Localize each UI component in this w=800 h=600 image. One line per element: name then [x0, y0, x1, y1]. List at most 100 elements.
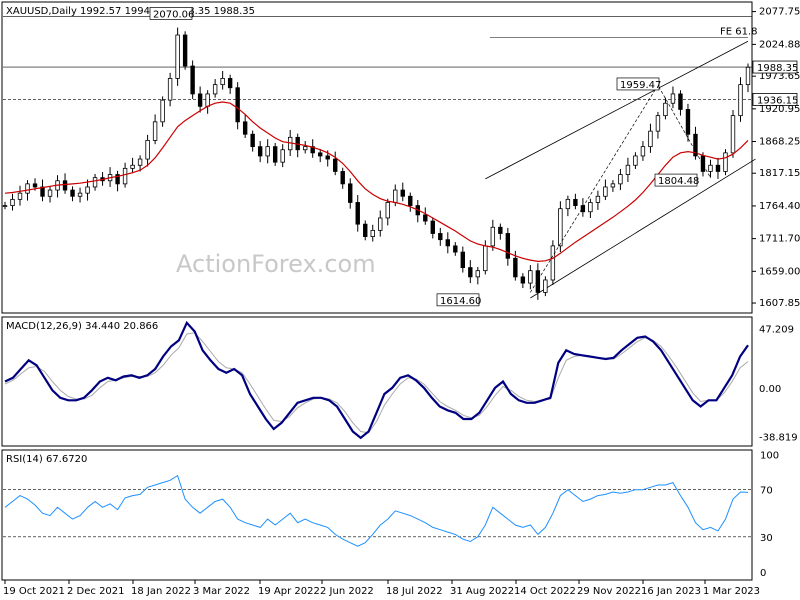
date-label-3: 3 Mar 2022: [193, 586, 250, 597]
price-tick-label-1920.95: 1920.95: [759, 104, 800, 115]
candle-52-body: [393, 189, 398, 203]
candle-12-body: [92, 177, 98, 188]
candle-85-body: [640, 146, 646, 157]
rsi-tick-label-1: 70: [760, 486, 773, 497]
candle-67-body: [505, 233, 511, 259]
date-label-7: 31 Aug 2022: [450, 586, 514, 597]
candle-84-body: [633, 155, 638, 166]
candle-51-body: [385, 202, 390, 219]
candle-83-body: [625, 164, 631, 175]
candle-82-body: [618, 174, 623, 185]
candle-22-body: [167, 78, 173, 101]
candle-66-body: [498, 226, 503, 234]
candle-72-body: [543, 279, 548, 293]
candle-4-body: [32, 183, 38, 188]
candle-32-body: [242, 121, 248, 135]
candle-41-body: [310, 146, 315, 154]
candle-21-body: [160, 99, 165, 123]
candle-1-body: [10, 198, 15, 206]
candle-61-body: [460, 251, 466, 268]
candle-88-body: [663, 102, 668, 117]
macd-tick-label-2: -38.819: [759, 432, 798, 443]
rsi-tick-label-2: 30: [760, 533, 773, 544]
candle-96-body: [723, 152, 728, 172]
candle-50-body: [378, 217, 383, 231]
candle-69-body: [520, 276, 526, 284]
price-label-box-1959.47: [616, 77, 660, 91]
retrace-dashed-line: [530, 84, 711, 293]
candle-97-body: [730, 115, 736, 154]
candle-68-body: [513, 257, 518, 278]
candle-78-body: [588, 202, 593, 213]
candle-35-body: [265, 146, 270, 157]
candle-79-body: [595, 195, 601, 203]
macd-panel: [1, 316, 753, 447]
candle-45-body: [340, 171, 345, 185]
candle-31-body: [235, 87, 240, 123]
candle-59-body: [445, 239, 450, 247]
candle-53-body: [400, 189, 405, 197]
candle-15-body: [115, 174, 120, 185]
candle-54-body: [408, 195, 413, 206]
candle-81-body: [610, 183, 616, 188]
candle-16-body: [122, 167, 128, 185]
candle-76-body: [573, 198, 578, 206]
price-label-1804.48: 1804.48: [658, 176, 699, 187]
price-label-1614.60: 1614.60: [440, 296, 481, 307]
candle-44-body: [333, 158, 338, 172]
candle-23-body: [175, 34, 180, 79]
candle-28-body: [212, 84, 218, 95]
price-label-box-1614.60: [436, 293, 480, 307]
candle-56-body: [423, 214, 428, 222]
price-label-2070.06: 2070.06: [153, 9, 194, 20]
candle-87-body: [655, 115, 661, 132]
candle-57-body: [430, 220, 435, 234]
price-label-box-2070.06: [149, 7, 193, 20]
candle-65-body: [490, 226, 496, 247]
price-layer: FE 61.8 2070.06 1614.60 1959.47 1804.48: [2, 7, 758, 307]
candle-80-body: [603, 186, 608, 197]
macd-line: [4, 320, 749, 440]
right-label-box-1988.35: [752, 60, 798, 74]
right-label-box-1936.15: [752, 93, 798, 106]
date-label-8: 14 Oct 2022: [514, 586, 576, 597]
price-tick-label-1817.15: 1817.15: [759, 168, 800, 179]
candle-98-body: [738, 84, 743, 117]
candle-24-body: [182, 34, 188, 67]
candle-46-body: [348, 183, 353, 203]
candle-62-body: [468, 267, 473, 278]
watermark: ActionForex.com: [176, 250, 376, 278]
candle-18-body: [137, 158, 143, 166]
date-label-6: 18 Jul 2022: [386, 586, 443, 597]
price-tick-label-1973.65: 1973.65: [759, 71, 800, 82]
candle-49-body: [370, 229, 375, 237]
candle-99-body: [745, 66, 751, 86]
macd-panel-title: MACD(12,26,9) 34.440 20.866: [6, 321, 158, 332]
candle-77-body: [580, 205, 586, 213]
rsi-line: [4, 474, 749, 547]
price-label-1959.47: 1959.47: [620, 80, 661, 91]
price-panel-title: XAUUSD,Daily 1992.57 1994.59 1988.35 198…: [6, 6, 255, 17]
price-label-box-1804.48: [654, 173, 698, 187]
candle-60-body: [453, 245, 458, 253]
candle-2-body: [17, 192, 23, 200]
candle-93-body: [700, 155, 706, 172]
price-tick-label-1868.25: 1868.25: [759, 137, 800, 148]
candle-47-body: [355, 202, 360, 225]
candle-29-body: [220, 78, 225, 86]
candle-37-body: [280, 149, 285, 163]
macd-tick-label-1: 0.00: [759, 384, 781, 395]
fe-label: FE 61.8: [720, 26, 758, 37]
candle-20-body: [152, 121, 158, 141]
rsi-panel: [1, 449, 753, 581]
candle-3-body: [25, 183, 30, 194]
price-tick-label-2024.88: 2024.88: [759, 39, 800, 50]
candle-0-body: [2, 205, 8, 207]
candle-94-body: [708, 164, 713, 172]
candle-5-body: [40, 186, 45, 197]
candle-42-body: [318, 152, 323, 157]
candle-92-body: [693, 133, 698, 157]
price-tick-label-1711.7: 1711.70: [759, 234, 800, 245]
candle-6-body: [47, 189, 53, 197]
candle-43-body: [325, 155, 330, 160]
